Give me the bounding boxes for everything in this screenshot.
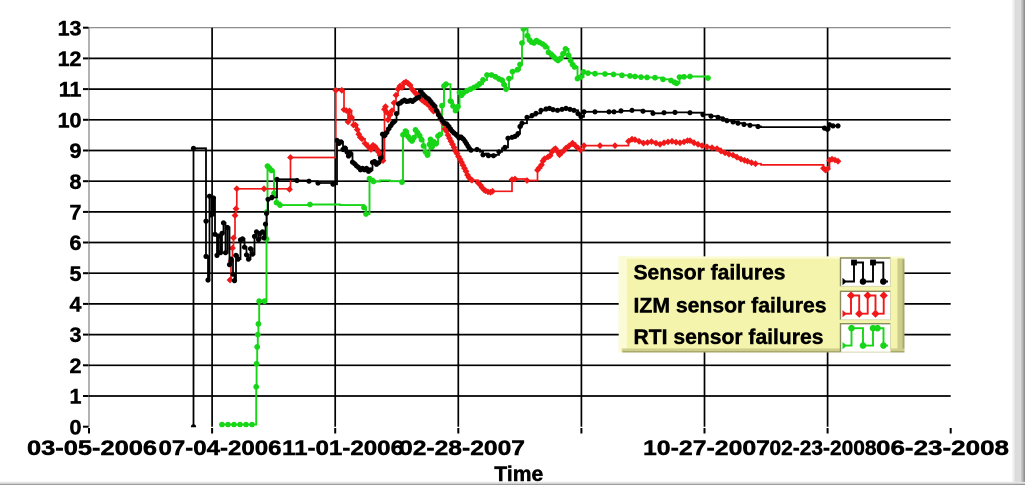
svg-text:13: 13 [58, 16, 82, 40]
svg-text:11: 11 [59, 78, 82, 102]
svg-text:10: 10 [58, 108, 82, 132]
svg-text:2: 2 [70, 354, 82, 378]
svg-text:06-23-2008: 06-23-2008 [876, 436, 1009, 460]
svg-text:10-27-2007: 10-27-2007 [643, 436, 770, 460]
svg-text:1: 1 [70, 385, 82, 409]
svg-text:9: 9 [70, 139, 82, 163]
svg-text:IZM sensor failures: IZM sensor failures [634, 293, 827, 317]
svg-text:03-05-2006: 03-05-2006 [27, 436, 157, 460]
svg-text:5: 5 [70, 262, 82, 286]
svg-text:0: 0 [70, 415, 82, 439]
svg-text:6: 6 [70, 231, 82, 255]
svg-text:07-04-2006: 07-04-2006 [159, 436, 282, 460]
svg-text:12: 12 [58, 47, 82, 71]
svg-text:3: 3 [70, 323, 82, 347]
svg-text:02-28-2007: 02-28-2007 [399, 436, 525, 460]
svg-text:Sensor failures: Sensor failures [634, 261, 786, 285]
svg-text:4: 4 [70, 293, 82, 317]
svg-text:Time: Time [494, 462, 543, 485]
svg-text:8: 8 [70, 170, 82, 194]
svg-text:7: 7 [70, 201, 82, 225]
svg-text:11-01-2006: 11-01-2006 [282, 436, 404, 460]
svg-text:RTI sensor failures: RTI sensor failures [634, 325, 824, 349]
svg-text:02-23-2008: 02-23-2008 [770, 436, 877, 460]
